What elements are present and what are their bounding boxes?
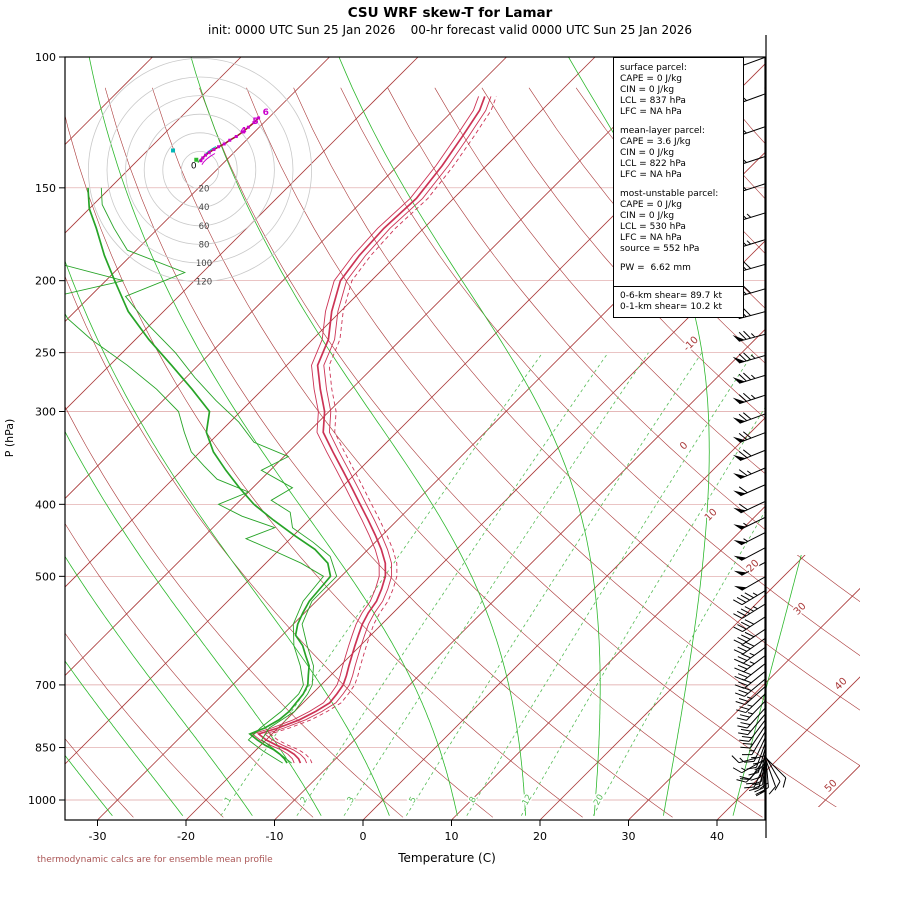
svg-text:-30: -30 <box>89 830 107 843</box>
info-line: source = 552 hPa <box>620 244 700 254</box>
info-line: LFC = NA hPa <box>620 233 682 243</box>
svg-text:30: 30 <box>792 601 809 618</box>
svg-text:40: 40 <box>199 203 210 213</box>
info-line: 0-1-km shear= 10.2 kt <box>620 302 722 312</box>
svg-text:700: 700 <box>35 679 56 692</box>
svg-text:4: 4 <box>240 127 246 137</box>
x-axis-label: Temperature (C) <box>397 851 496 865</box>
svg-text:200: 200 <box>35 275 56 288</box>
svg-text:20: 20 <box>592 793 606 807</box>
info-line: LCL = 837 hPa <box>620 96 686 106</box>
hodograph-inset: 20 40 60 80 100 120 0 456 <box>88 58 312 288</box>
svg-text:300: 300 <box>35 406 56 419</box>
svg-text:120: 120 <box>196 278 212 288</box>
info-line: LFC = NA hPa <box>620 170 682 180</box>
footer-note: thermodynamic calcs are for ensemble mea… <box>37 855 273 865</box>
info-line: most-unstable parcel: <box>620 189 719 199</box>
svg-text:-10: -10 <box>682 335 701 354</box>
svg-text:1000: 1000 <box>28 794 56 807</box>
info-line: surface parcel: <box>620 63 687 73</box>
chart-title: CSU WRF skew-T for Lamar <box>348 5 553 21</box>
svg-text:8: 8 <box>468 795 479 805</box>
info-line: PW = 6.62 mm <box>620 263 691 273</box>
svg-text:60: 60 <box>199 222 210 232</box>
svg-text:1: 1 <box>223 795 234 805</box>
info-line: CAPE = 0 J/kg <box>620 200 683 210</box>
svg-text:10: 10 <box>703 507 720 524</box>
info-line: LCL = 530 hPa <box>620 222 686 232</box>
info-line: CIN = 0 J/kg <box>620 148 675 158</box>
svg-text:0: 0 <box>678 440 690 452</box>
svg-text:40: 40 <box>710 830 724 843</box>
svg-text:12: 12 <box>521 793 535 807</box>
svg-text:50: 50 <box>823 778 840 795</box>
svg-text:0: 0 <box>360 830 367 843</box>
info-line: CAPE = 0 J/kg <box>620 74 683 84</box>
svg-text:2: 2 <box>299 795 310 805</box>
y-axis-label: P (hPa) <box>3 419 16 458</box>
chart-subtitle: init: 0000 UTC Sun 25 Jan 2026 00-hr for… <box>208 23 692 37</box>
svg-text:5: 5 <box>252 117 258 127</box>
svg-text:850: 850 <box>35 742 56 755</box>
profiles <box>65 96 497 764</box>
parcel-info-box: surface parcel: CAPE = 0 J/kg CIN = 0 J/kg… <box>613 57 744 318</box>
svg-text:3: 3 <box>346 795 357 805</box>
svg-text:500: 500 <box>35 570 56 583</box>
svg-text:20: 20 <box>199 185 210 195</box>
svg-text:-10: -10 <box>266 830 284 843</box>
svg-text:-20: -20 <box>177 830 195 843</box>
svg-text:6: 6 <box>263 108 269 118</box>
svg-text:5: 5 <box>408 795 419 805</box>
info-line: LFC = NA hPa <box>620 107 682 117</box>
svg-text:100: 100 <box>35 51 56 64</box>
svg-text:150: 150 <box>35 182 56 195</box>
svg-text:400: 400 <box>35 498 56 511</box>
wind-barbs <box>731 56 787 797</box>
svg-text:0: 0 <box>191 162 197 172</box>
info-divider <box>614 286 743 287</box>
svg-text:10: 10 <box>445 830 459 843</box>
info-line: CIN = 0 J/kg <box>620 85 675 95</box>
svg-text:30: 30 <box>622 830 636 843</box>
svg-text:250: 250 <box>35 347 56 360</box>
info-line: mean-layer parcel: <box>620 126 705 136</box>
axes: -30 -20 -10 0 10 20 30 401001502002503004005007… <box>28 35 767 843</box>
info-line: LCL = 822 hPa <box>620 159 686 169</box>
svg-text:20: 20 <box>533 830 547 843</box>
info-line: CAPE = 3.6 J/kg <box>620 137 691 147</box>
svg-text:80: 80 <box>199 240 210 250</box>
info-line: CIN = 0 J/kg <box>620 211 675 221</box>
info-line: 0-6-km shear= 89.7 kt <box>620 291 722 301</box>
svg-text:100: 100 <box>196 259 212 269</box>
